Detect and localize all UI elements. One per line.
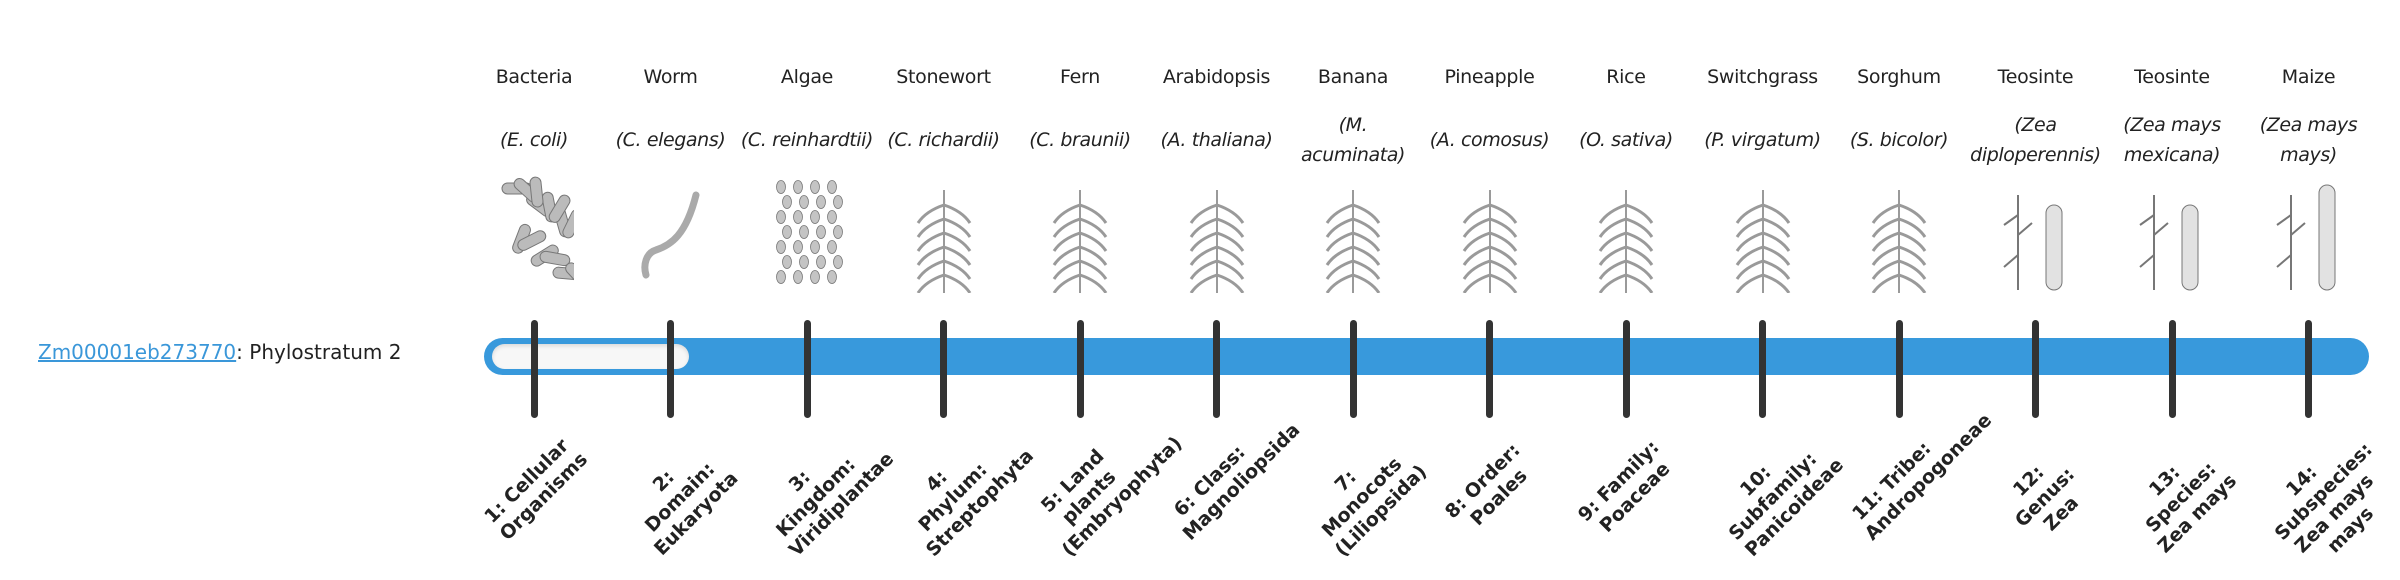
- organism-scientific-name-box: (P. virgatum): [1695, 108, 1831, 172]
- organism-common-name: Worm: [643, 66, 698, 88]
- stratum-label: 13: Species: Zea mays: [2141, 457, 2242, 558]
- stratum-tick: [1895, 320, 1903, 418]
- organism-scientific-name-box: (A. thaliana): [1149, 108, 1285, 172]
- stratum-tick: [1076, 320, 1084, 418]
- algae-icon: [776, 180, 843, 284]
- organism-scientific-name-box: (C. richardii): [876, 108, 1012, 172]
- organism-common-name: Sorghum: [1857, 66, 1941, 88]
- sorghum-icon: [1871, 190, 1927, 293]
- organism-common-name: Arabidopsis: [1162, 66, 1271, 88]
- organism-scientific-name: (Zea diploperennis): [1970, 114, 2101, 166]
- organism-common-name: Pineapple: [1444, 66, 1535, 88]
- organism-common-name: Teosinte: [2134, 66, 2210, 88]
- organism-common-name: Teosinte: [1997, 66, 2074, 88]
- fern-icon: [1052, 190, 1108, 293]
- teosinte-icon: [2139, 195, 2199, 291]
- organism-scientific-name-box: (Zea mays mexicana): [2104, 108, 2240, 172]
- organism-common-name: Stonewort: [896, 66, 991, 88]
- phylostratum-bar-fill: [492, 344, 689, 369]
- organism-scientific-name: (Zea mays mays): [2259, 114, 2358, 166]
- stratum-label: 9: Family: Poaceae: [1573, 436, 1675, 537]
- organism-scientific-name: (O. sativa): [1579, 129, 1673, 151]
- stratum-label: 12: Genus: Zea: [2008, 461, 2083, 536]
- stratum-label: 1: Cellular Organisms: [480, 434, 593, 545]
- stratum-tick: [940, 320, 947, 418]
- organism-scientific-name: (A. comosus): [1429, 129, 1550, 151]
- organism-scientific-name: (P. virgatum): [1704, 129, 1821, 151]
- organism-common-name: Maize: [2281, 66, 2336, 88]
- organism-scientific-name-box: (C. braunii): [1012, 108, 1148, 172]
- organism-scientific-name-box: (E. coli): [466, 108, 602, 172]
- stratum-label: 10: Subfamily: Panicoideae: [1724, 448, 1848, 562]
- organism-scientific-name-box: (S. bicolor): [1831, 108, 1967, 172]
- stratum-label: 3: Kingdom: Viridiplantae: [771, 447, 899, 562]
- organism-scientific-name-box: (Zea diploperennis): [1968, 108, 2104, 172]
- phylostratum-bar: [484, 338, 2369, 375]
- stratum-tick: [2168, 320, 2176, 418]
- stratum-label: 4: Phylum: Streptophyta: [913, 444, 1038, 562]
- organism-scientific-name: (A. thaliana): [1160, 129, 1273, 151]
- organism-common-name: Banana: [1317, 66, 1389, 88]
- stratum-tick: [803, 320, 811, 418]
- organism-scientific-name: (M. acuminata): [1300, 114, 1406, 166]
- stonewort-icon: [916, 190, 971, 293]
- organism-scientific-name: (C. braunii): [1029, 129, 1131, 151]
- stratum-label: 2: Domain: Eukaryota: [640, 458, 742, 560]
- stratum-tick: [2305, 320, 2312, 418]
- stratum-tick: [1759, 320, 1766, 418]
- banana-icon: [1325, 190, 1381, 293]
- pineapple-icon: [1462, 190, 1517, 293]
- organism-scientific-name-box: (C. reinhardtii): [739, 108, 875, 172]
- bacteria-icon: [501, 176, 574, 289]
- stratum-tick: [1622, 320, 1630, 418]
- organism-scientific-name: (S. bicolor): [1849, 129, 1949, 151]
- organism-scientific-name-box: (M. acuminata): [1285, 108, 1421, 172]
- organism-scientific-name-box: (O. sativa): [1558, 108, 1694, 172]
- organism-common-name: Bacteria: [495, 66, 573, 88]
- organism-common-name: Rice: [1606, 66, 1646, 88]
- organism-common-name: Algae: [780, 66, 834, 88]
- stratum-tick: [2032, 320, 2039, 418]
- organism-scientific-name-box: (A. comosus): [1422, 108, 1558, 172]
- stratum-label: 8: Order: Poales: [1440, 439, 1532, 531]
- organism-scientific-name: (E. coli): [500, 129, 568, 151]
- switchgrass-icon: [1735, 190, 1790, 293]
- gene-link[interactable]: Zm00001eb273770: [38, 340, 237, 364]
- stratum-tick: [1486, 320, 1493, 418]
- stratum-label: 11: Tribe: Andropogoneae: [1848, 409, 1997, 545]
- organism-scientific-name: (Zea mays mexicana): [2123, 114, 2221, 166]
- organism-scientific-name-box: (Zea mays mays): [2241, 108, 2377, 172]
- stratum-tick: [1349, 320, 1357, 418]
- rice-icon: [1598, 190, 1654, 293]
- organism-scientific-name: (C. reinhardtii): [740, 129, 874, 151]
- organism-scientific-name-box: (C. elegans): [603, 108, 739, 172]
- teosinte-icon: [2002, 195, 2062, 291]
- arabidopsis-icon: [1189, 190, 1244, 293]
- stratum-tick: [530, 320, 538, 418]
- gene-label: Zm00001eb273770: Phylostratum 2: [38, 340, 401, 364]
- stratum-tick: [1213, 320, 1220, 418]
- stratum-label: 14: Subspecies: Zea mays mays: [2270, 438, 2378, 558]
- organism-common-name: Switchgrass: [1707, 66, 1818, 88]
- worm-icon: [640, 191, 699, 279]
- maize-icon: [2275, 184, 2335, 291]
- organism-scientific-name: (C. richardii): [887, 129, 1000, 151]
- organism-scientific-name: (C. elegans): [615, 129, 726, 151]
- stratum-tick: [667, 320, 674, 418]
- organism-common-name: Fern: [1060, 66, 1100, 88]
- phylostratum-text: : Phylostratum 2: [236, 340, 402, 364]
- stratum-label: 5: Land plants (Embryophyta): [1036, 432, 1187, 562]
- stratum-label: 7: Monocots (Liliopsida): [1317, 453, 1432, 562]
